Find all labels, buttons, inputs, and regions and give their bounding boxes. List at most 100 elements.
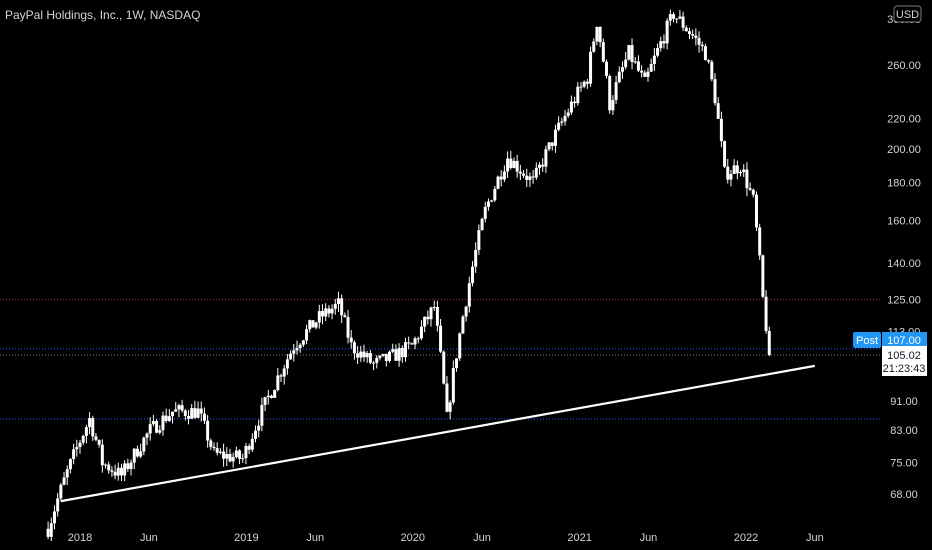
candle-body (719, 118, 723, 142)
candle-body (129, 462, 133, 470)
candle-body (713, 79, 717, 104)
candle-body (739, 171, 743, 174)
candle-body (579, 86, 583, 88)
candle-body (643, 72, 647, 77)
candle-body (751, 189, 755, 195)
candle-body (282, 368, 286, 377)
candle-body (633, 61, 637, 63)
candle-body (470, 266, 474, 284)
y-tick-label: 125.00 (887, 294, 921, 306)
candle-body (483, 206, 487, 219)
candle-body (614, 82, 618, 100)
x-tick-label: 2018 (68, 532, 92, 544)
post-price-box (882, 332, 927, 348)
candle-body (640, 70, 644, 73)
candle-body (365, 353, 369, 358)
candle-body (132, 448, 136, 463)
candle-body (557, 122, 561, 130)
candle-body (678, 16, 682, 19)
candle-body (563, 115, 567, 122)
candle-body (445, 383, 449, 412)
candle-body (110, 470, 114, 472)
candle-body (726, 166, 730, 180)
candle-body (161, 415, 165, 431)
candle-body (448, 402, 452, 412)
candle-body (636, 61, 640, 71)
candle-body (723, 141, 727, 167)
candle-body (123, 463, 127, 476)
candle-body (400, 347, 404, 358)
candle-body (84, 427, 88, 436)
post-tag: Post (856, 335, 878, 347)
candle-body (119, 467, 123, 476)
candle-body (649, 63, 653, 72)
candle-body (416, 338, 420, 340)
horizontal-levels (0, 298, 880, 420)
y-tick-label: 140.00 (887, 258, 921, 270)
candle-body (260, 404, 264, 426)
candle-body (432, 307, 436, 309)
candle-body (190, 408, 194, 419)
candle-body (499, 176, 503, 180)
candle-body (573, 101, 577, 104)
candle-body (687, 31, 691, 35)
candle-body (569, 101, 573, 113)
candle-body (531, 176, 535, 178)
candle-body (305, 329, 309, 341)
x-tick-label: 2022 (734, 532, 758, 544)
x-tick-label: Jun (140, 532, 158, 544)
currency-badge-box[interactable] (893, 5, 922, 23)
candle-body (458, 333, 462, 359)
candle-body (321, 310, 325, 317)
candle-body (391, 349, 395, 352)
candle-body (710, 61, 714, 80)
candle-body (126, 463, 130, 470)
candle-body (314, 322, 318, 328)
candle-body (145, 433, 149, 438)
candle-body (142, 437, 146, 452)
chart-title: PayPal Holdings, Inc., 1W, NASDAQ (5, 8, 200, 22)
y-tick-label: 260.00 (887, 60, 921, 72)
candle-body (553, 129, 557, 146)
candle-body (244, 446, 248, 459)
candle-body (311, 320, 315, 328)
candle-body (537, 164, 541, 168)
candle-body (451, 367, 455, 403)
candle-body (611, 99, 615, 111)
candle-body (49, 523, 53, 537)
candle-body (247, 446, 251, 450)
y-tick-label: 75.00 (890, 458, 918, 470)
candle-body (767, 330, 771, 355)
currency-badge[interactable]: USD (896, 9, 919, 21)
candle-body (429, 307, 433, 320)
candle-body (139, 451, 143, 457)
candle-body (352, 342, 356, 354)
candle-body (180, 405, 184, 411)
candle-body (595, 26, 599, 42)
candle-body (209, 440, 213, 447)
candle-body (528, 176, 532, 180)
candle-body (384, 353, 388, 361)
y-tick-label: 91.00 (890, 396, 918, 408)
candle-body (493, 188, 497, 201)
candle-body (474, 249, 478, 267)
post-price: 107.00 (887, 335, 921, 347)
y-tick-label: 83.00 (890, 425, 918, 437)
candle-body (343, 315, 347, 318)
candle-body (273, 390, 277, 398)
last-price-box (882, 346, 927, 376)
x-tick-label: 2020 (401, 532, 425, 544)
candle-body (703, 46, 707, 61)
candle-body (403, 342, 407, 358)
candle-body (547, 142, 551, 150)
candle-body (155, 421, 159, 433)
candle-body (104, 464, 108, 466)
candle-body (193, 408, 197, 418)
candle-body (241, 458, 245, 460)
candle-body (758, 227, 762, 256)
candle-body (665, 20, 669, 44)
candle-body (238, 450, 242, 459)
candle-body (589, 51, 593, 84)
